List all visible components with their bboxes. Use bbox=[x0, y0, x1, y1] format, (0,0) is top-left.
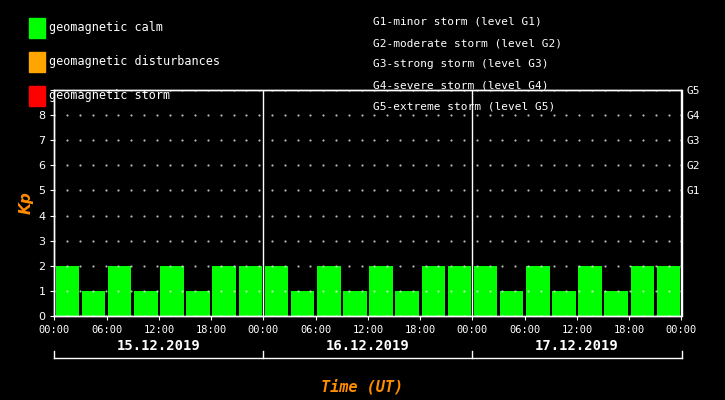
Text: 15.12.2019: 15.12.2019 bbox=[117, 339, 201, 353]
Bar bbox=[82, 291, 105, 316]
Bar bbox=[160, 266, 183, 316]
Bar bbox=[108, 266, 131, 316]
Text: geomagnetic storm: geomagnetic storm bbox=[49, 90, 170, 102]
Text: 16.12.2019: 16.12.2019 bbox=[326, 339, 410, 353]
Bar bbox=[421, 266, 445, 316]
Bar bbox=[631, 266, 654, 316]
Text: G4-severe storm (level G4): G4-severe storm (level G4) bbox=[373, 81, 549, 91]
Y-axis label: Kp: Kp bbox=[19, 192, 34, 214]
Text: geomagnetic calm: geomagnetic calm bbox=[49, 22, 163, 34]
Bar bbox=[526, 266, 550, 316]
Bar bbox=[317, 266, 341, 316]
Bar bbox=[657, 266, 680, 316]
Bar bbox=[395, 291, 419, 316]
Bar bbox=[265, 266, 289, 316]
Bar bbox=[186, 291, 210, 316]
Bar bbox=[343, 291, 367, 316]
Bar bbox=[447, 266, 471, 316]
Text: G3-strong storm (level G3): G3-strong storm (level G3) bbox=[373, 60, 549, 70]
Bar bbox=[605, 291, 628, 316]
Text: geomagnetic disturbances: geomagnetic disturbances bbox=[49, 56, 220, 68]
Bar bbox=[552, 291, 576, 316]
Bar bbox=[369, 266, 393, 316]
Bar bbox=[500, 291, 523, 316]
Bar bbox=[291, 291, 315, 316]
Text: G5-extreme storm (level G5): G5-extreme storm (level G5) bbox=[373, 102, 555, 112]
Bar bbox=[239, 266, 262, 316]
Text: Time (UT): Time (UT) bbox=[321, 380, 404, 395]
Text: G1-minor storm (level G1): G1-minor storm (level G1) bbox=[373, 17, 542, 27]
Text: G2-moderate storm (level G2): G2-moderate storm (level G2) bbox=[373, 38, 563, 48]
Text: 17.12.2019: 17.12.2019 bbox=[535, 339, 619, 353]
Bar bbox=[473, 266, 497, 316]
Bar bbox=[579, 266, 602, 316]
Bar bbox=[212, 266, 236, 316]
Bar bbox=[56, 266, 79, 316]
Bar bbox=[134, 291, 157, 316]
